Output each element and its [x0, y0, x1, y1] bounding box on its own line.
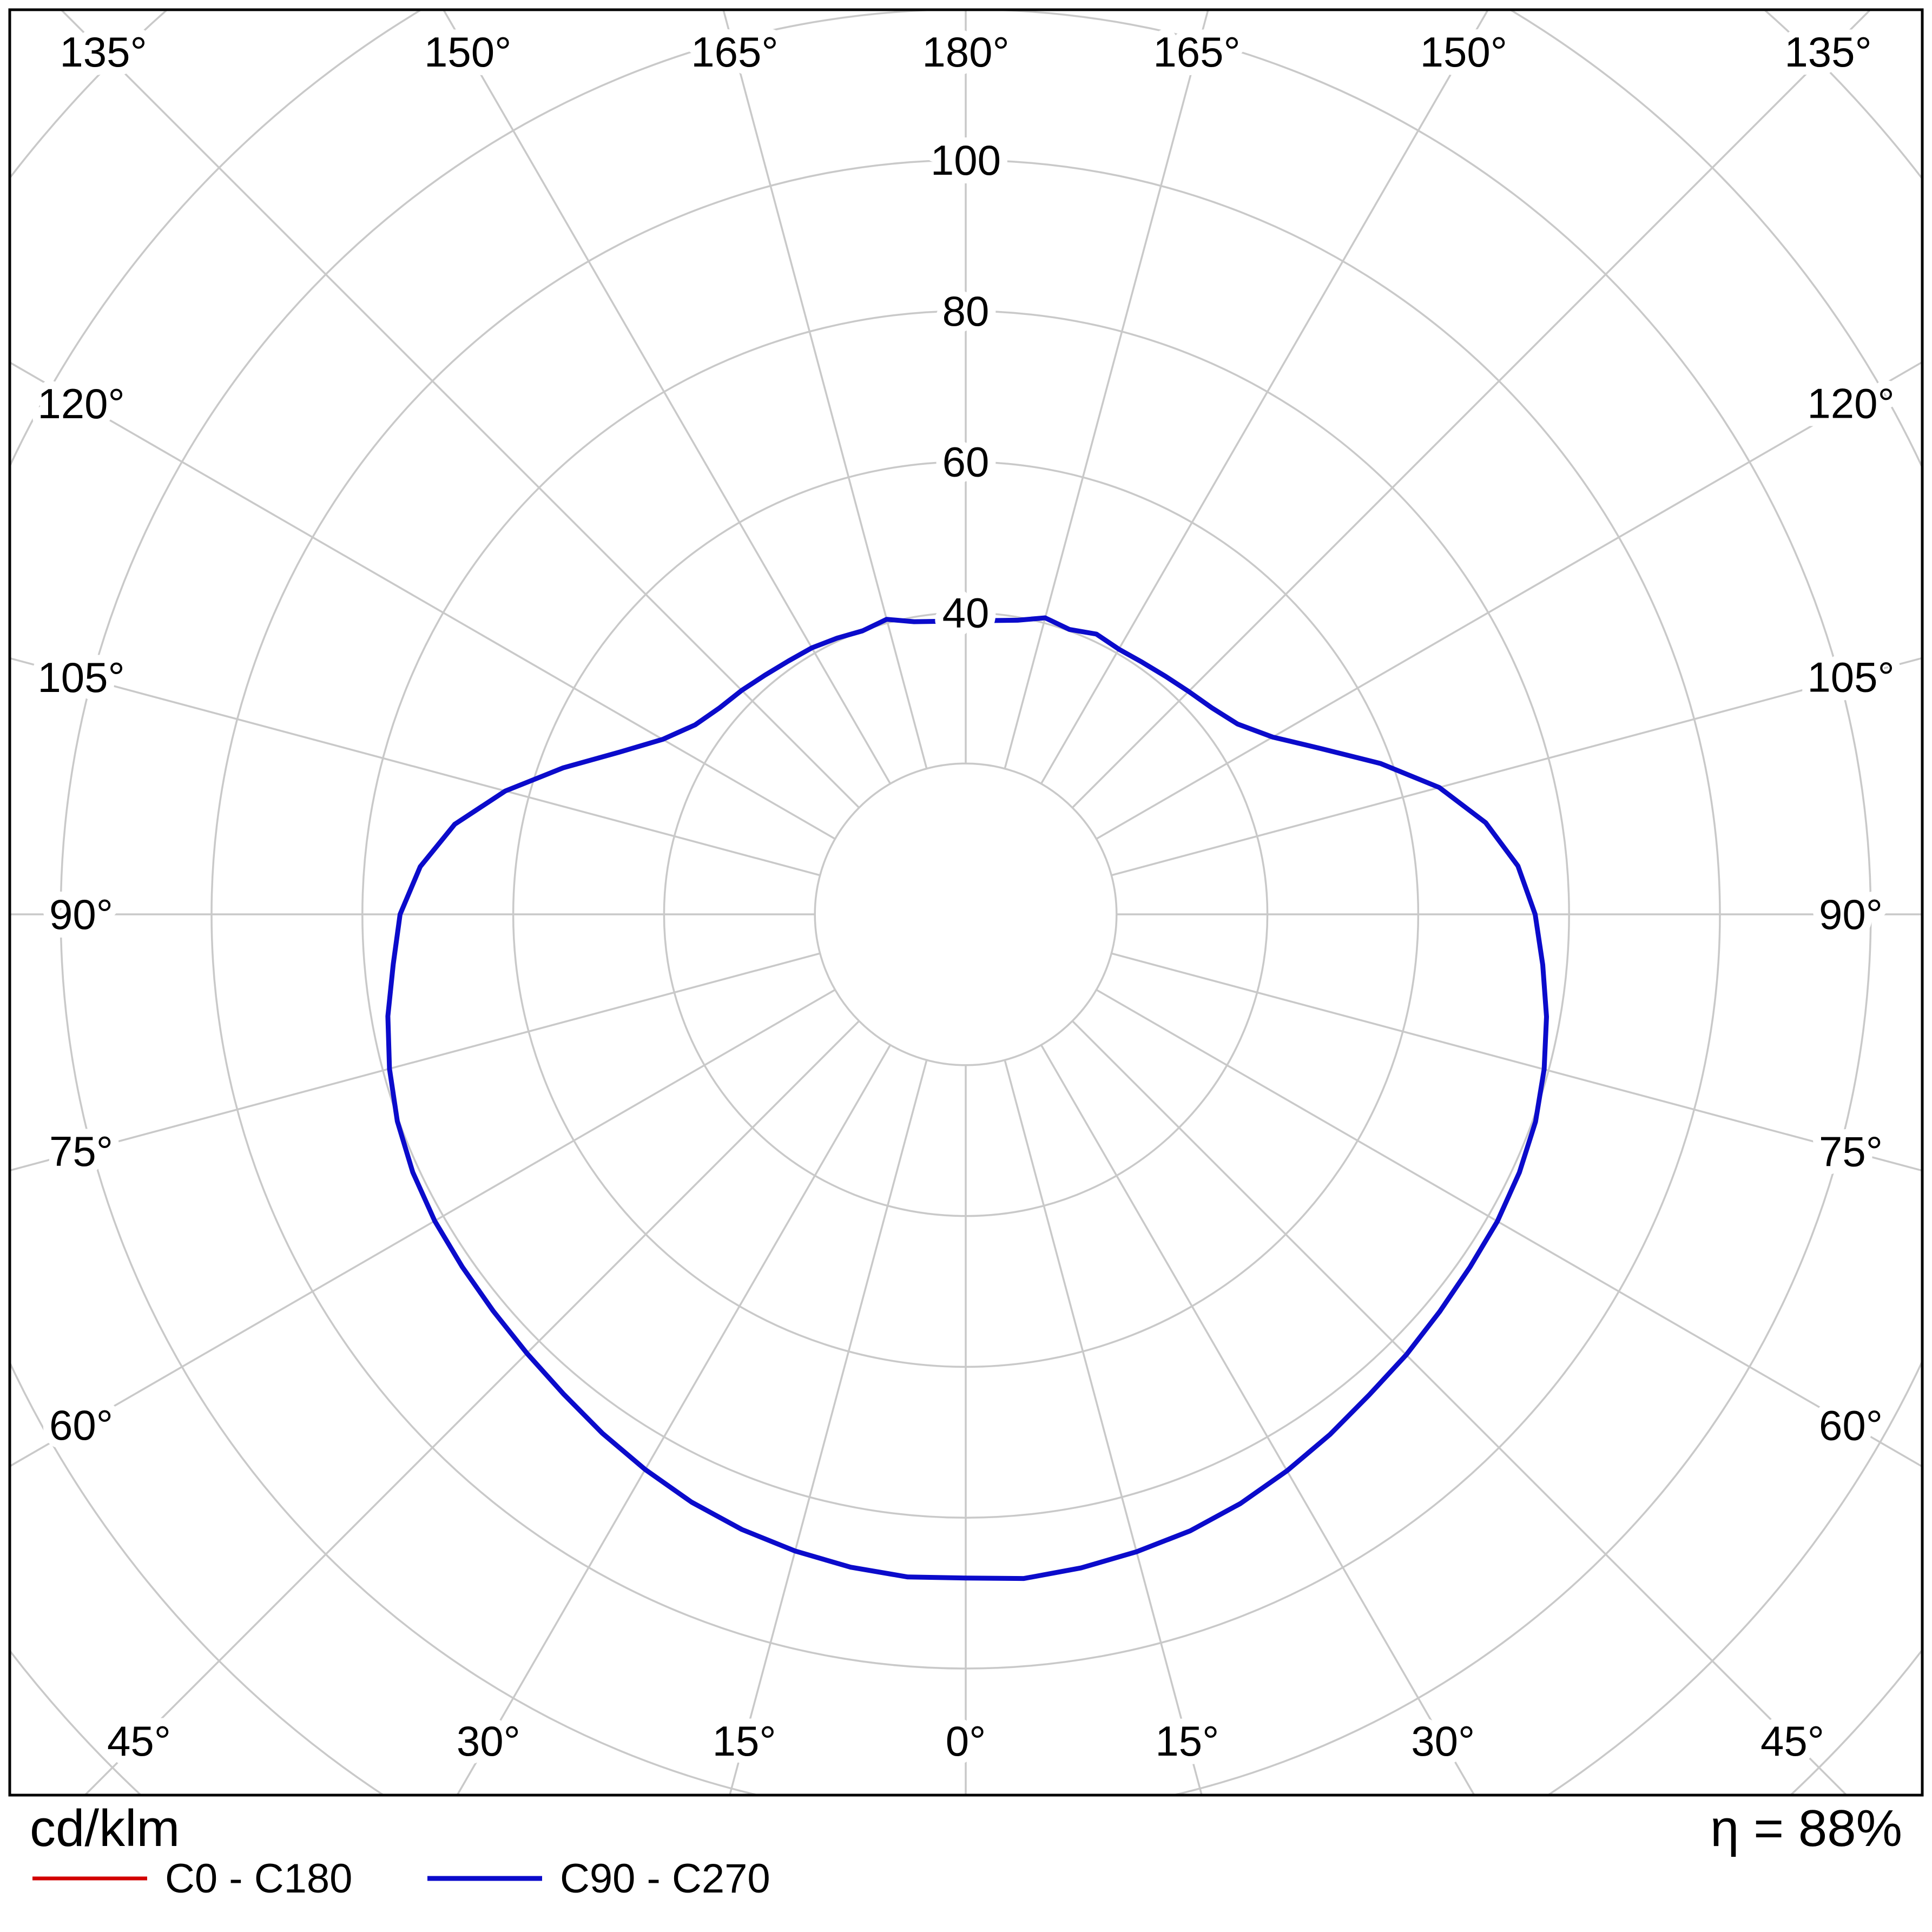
grid-radial-150-left	[442, 10, 892, 784]
grid-radial-150-right	[1040, 10, 1489, 784]
unit-label: cd/klm	[30, 1799, 180, 1857]
angle-label-180-right: 180°	[922, 28, 1009, 76]
grid-radial-120-left	[10, 361, 836, 840]
angle-label-15-left: 15°	[713, 1717, 776, 1765]
grid-radial-30-left	[456, 1044, 892, 1795]
grid-radial-165-left	[722, 10, 928, 769]
angle-label-120-right: 120°	[1807, 380, 1894, 427]
legend-label-c0-c180: C0 - C180	[165, 1856, 352, 1902]
angle-label-165-left: 165°	[691, 28, 778, 76]
grid-radial-15-left	[728, 1059, 928, 1795]
grid-radial-60-left	[10, 988, 836, 1468]
grid-radial-15-right	[1004, 1059, 1203, 1795]
angle-label-120-left: 120°	[37, 380, 124, 427]
angle-label-0-right: 0°	[946, 1717, 986, 1765]
angle-label-150-right: 150°	[1420, 28, 1507, 76]
grid-radial-105-left	[10, 657, 821, 876]
plot-frame	[8, 8, 1924, 1797]
curve-c90-c270	[385, 614, 1549, 1581]
angle-label-30-right: 30°	[1411, 1717, 1475, 1765]
angle-label-30-left: 30°	[457, 1717, 520, 1765]
radial-tick-labels: 40 60 80 100	[922, 128, 1009, 644]
angle-label-135-right: 135°	[1784, 28, 1871, 76]
angle-label-45-left: 45°	[107, 1717, 171, 1765]
grid-radial-120-right	[1096, 361, 1922, 840]
angle-label-15-right: 15°	[1155, 1717, 1219, 1765]
legend-label-c90-c270: C90 - C270	[560, 1856, 770, 1902]
efficiency-label: η = 88%	[1710, 1799, 1902, 1857]
angle-label-150-left: 150°	[424, 28, 511, 76]
radial-tick-label-100: 100	[931, 136, 1001, 184]
angle-labels: 0° 15° 15° 30° 30° 45° 45° 60° 60° 75° 75° 90° 90° 10…	[29, 20, 1902, 1773]
angle-label-45-right: 45°	[1760, 1717, 1824, 1765]
grid-radial-30-right	[1040, 1044, 1475, 1795]
grid-radial-135-right	[1071, 10, 1872, 809]
intensity-curves	[385, 614, 1549, 1581]
angle-label-75-left: 75°	[49, 1127, 113, 1175]
angle-label-105-right: 105°	[1807, 654, 1894, 701]
grid-radial-135-left	[60, 10, 860, 809]
legend: C0 - C180 C90 - C270	[32, 1856, 770, 1902]
grid-radial-45-left	[83, 1020, 860, 1795]
grid-radial-75-right	[1111, 952, 1922, 1172]
angle-label-105-left: 105°	[37, 654, 124, 701]
grid-radial-75-left	[10, 952, 821, 1172]
grid-radial-60-right	[1096, 988, 1922, 1468]
angle-label-90-left: 90°	[49, 891, 113, 938]
angle-label-60-right: 60°	[1819, 1402, 1883, 1449]
angle-label-165-right: 165°	[1153, 28, 1240, 76]
radial-tick-label-40: 40	[942, 589, 990, 636]
angle-label-135-left: 135°	[60, 28, 147, 76]
grid-radial-105-right	[1111, 657, 1922, 876]
angle-label-90-right: 90°	[1819, 891, 1883, 938]
radial-tick-label-60: 60	[942, 438, 990, 486]
angle-label-60-left: 60°	[49, 1401, 113, 1449]
radial-tick-label-80: 80	[942, 287, 990, 335]
angle-label-75-right: 75°	[1819, 1127, 1883, 1175]
grid-radial-165-right	[1004, 10, 1209, 769]
grid-radial-45-right	[1071, 1020, 1848, 1795]
